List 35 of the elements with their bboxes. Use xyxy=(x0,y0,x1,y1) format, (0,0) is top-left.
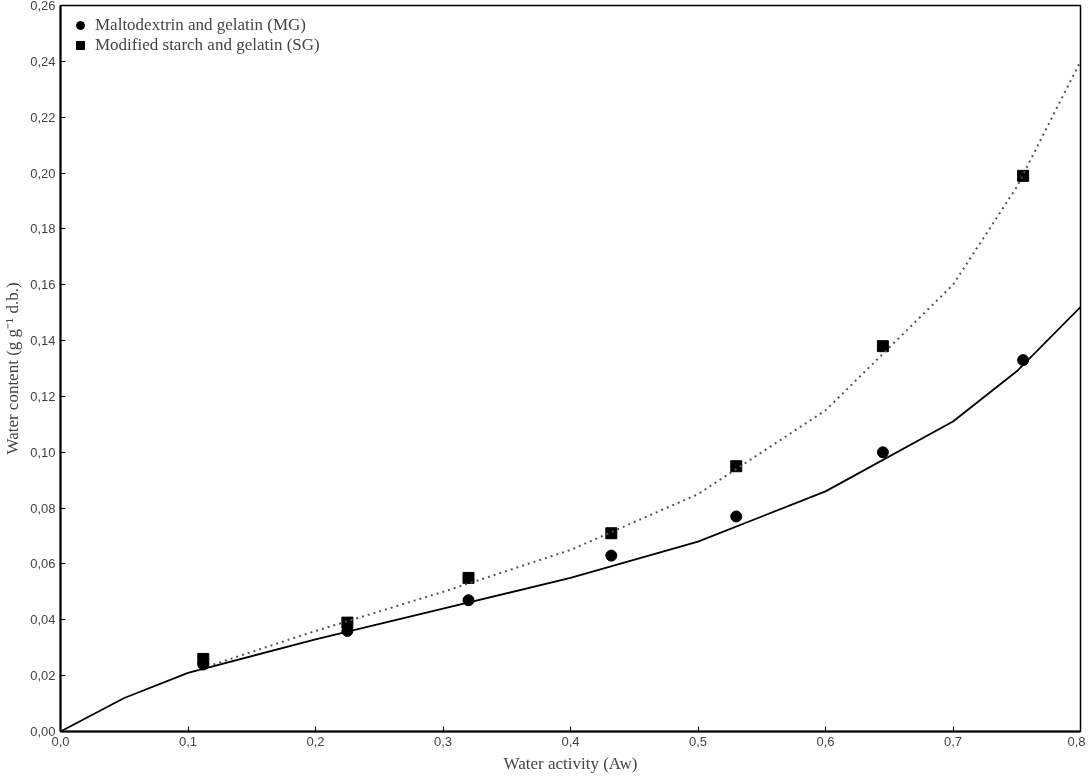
point xyxy=(730,510,743,523)
x-tick-label: 0,2 xyxy=(306,733,325,749)
x-tick-label: 0,6 xyxy=(816,733,835,749)
legend-label: Maltodextrin and gelatin (MG) xyxy=(95,15,307,35)
x-tick-label: 0,1 xyxy=(178,733,198,749)
x-axis-title: Water activity (Aw) xyxy=(503,753,638,773)
y-tick-label: 0,04 xyxy=(30,612,56,628)
point xyxy=(462,571,475,584)
point xyxy=(730,460,743,473)
y-tick-label: 0,08 xyxy=(30,500,56,516)
point xyxy=(1017,169,1030,182)
y-tick-label: 0,06 xyxy=(30,556,56,572)
point xyxy=(197,652,210,665)
x-tick-label: 0,3 xyxy=(433,733,453,749)
point xyxy=(605,549,618,562)
point xyxy=(605,527,618,540)
point xyxy=(341,616,354,629)
y-axis-title: Water content (g g⁻¹ d.b.) xyxy=(3,282,23,455)
y-tick-label: 0,24 xyxy=(30,53,56,69)
y-tick-label: 0,26 xyxy=(30,0,56,13)
y-tick-label: 0,20 xyxy=(30,165,56,181)
legend-label: Modified starch and gelatin (SG) xyxy=(95,35,320,55)
y-tick-label: 0,10 xyxy=(30,444,56,460)
x-tick-label: 0,8 xyxy=(1067,733,1086,749)
y-tick-label: 0,02 xyxy=(30,668,56,684)
y-tick-label: 0,22 xyxy=(30,109,56,125)
y-tick-label: 0,16 xyxy=(30,277,56,293)
point xyxy=(876,446,889,459)
x-tick-label: 0,4 xyxy=(561,733,580,749)
x-tick-label: 0,5 xyxy=(688,733,708,749)
y-tick-label: 0,12 xyxy=(30,388,56,404)
point xyxy=(876,340,889,353)
y-tick-label: 0,18 xyxy=(30,221,56,237)
x-tick-label: 0,7 xyxy=(943,733,963,749)
y-tick-label: 0,14 xyxy=(30,333,56,349)
